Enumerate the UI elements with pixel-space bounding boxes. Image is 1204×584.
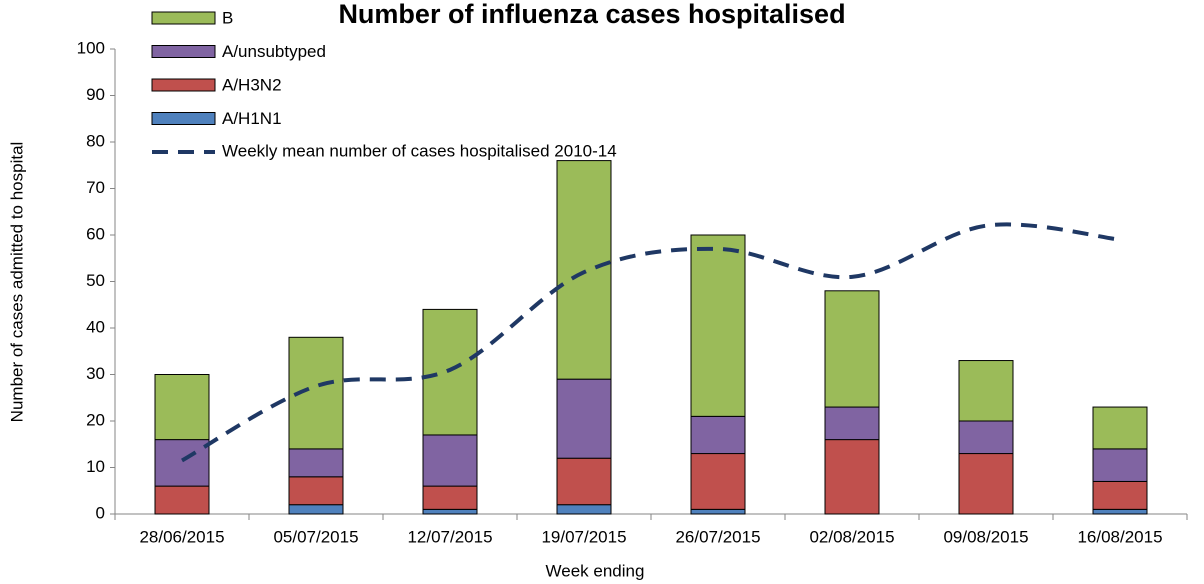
x-tick-label: 12/07/2015 [407, 527, 492, 546]
chart-title: Number of influenza cases hospitalised [338, 0, 845, 29]
bar-segment [422, 308, 478, 436]
legend-swatch [151, 11, 216, 25]
bar-segment [690, 453, 746, 510]
legend-label: A/H3N2 [222, 75, 282, 94]
bar-segment [690, 234, 746, 417]
bar-segment [154, 439, 210, 487]
bar-segment [1092, 406, 1148, 450]
bar-segment [1092, 448, 1148, 482]
bar-segment [690, 415, 746, 455]
legend-swatch [151, 45, 216, 58]
y-tick-label: 90 [86, 85, 105, 104]
bar-segment [422, 434, 478, 487]
bar-segment [556, 457, 612, 506]
y-tick-label: 50 [86, 271, 105, 290]
bar-segment [288, 476, 344, 506]
x-tick-label: 16/08/2015 [1077, 527, 1162, 546]
legend-label: A/unsubtyped [222, 42, 326, 61]
bar-segment [824, 406, 880, 441]
bar-segment [958, 360, 1014, 422]
bar-segment [958, 420, 1014, 455]
y-tick-label: 20 [86, 410, 105, 429]
y-tick-label: 70 [86, 178, 105, 197]
x-tick-label: 28/06/2015 [139, 527, 224, 546]
x-tick-label: 09/08/2015 [943, 527, 1028, 546]
legend-label: Weekly mean number of cases hospitalised… [222, 141, 617, 160]
x-axis-label: Week ending [546, 561, 645, 580]
x-tick-label: 02/08/2015 [809, 527, 894, 546]
y-tick-label: 0 [96, 503, 105, 522]
legend-label: B [222, 8, 233, 27]
bar-segment [556, 378, 612, 459]
y-axis-label: Number of cases admitted to hospital [7, 142, 26, 423]
legend-swatch [151, 112, 216, 125]
bar-segment [824, 290, 880, 408]
bar-segment [690, 508, 746, 515]
bar-segment [422, 485, 478, 510]
x-tick-label: 05/07/2015 [273, 527, 358, 546]
mean-line [181, 222, 1121, 463]
x-tick-label: 26/07/2015 [675, 527, 760, 546]
bar-segment [1092, 480, 1148, 510]
legend-label: A/H1N1 [222, 109, 282, 128]
y-tick-label: 40 [86, 317, 105, 336]
y-tick-label: 100 [77, 38, 105, 57]
bar-segment [288, 504, 344, 515]
y-tick-label: 30 [86, 364, 105, 383]
bar-segment [154, 485, 210, 515]
bar-segment [824, 439, 880, 515]
y-tick-label: 80 [86, 131, 105, 150]
bar-segment [556, 504, 612, 515]
x-tick-label: 19/07/2015 [541, 527, 626, 546]
legend-swatch [151, 78, 216, 92]
bar-segment [422, 508, 478, 515]
bar-segment [154, 374, 210, 441]
bar-segment [1092, 508, 1148, 515]
y-tick-label: 60 [86, 224, 105, 243]
bar-segment [288, 448, 344, 478]
y-tick-label: 10 [86, 457, 105, 476]
bar-segment [556, 160, 612, 380]
bar-segment [958, 453, 1014, 515]
